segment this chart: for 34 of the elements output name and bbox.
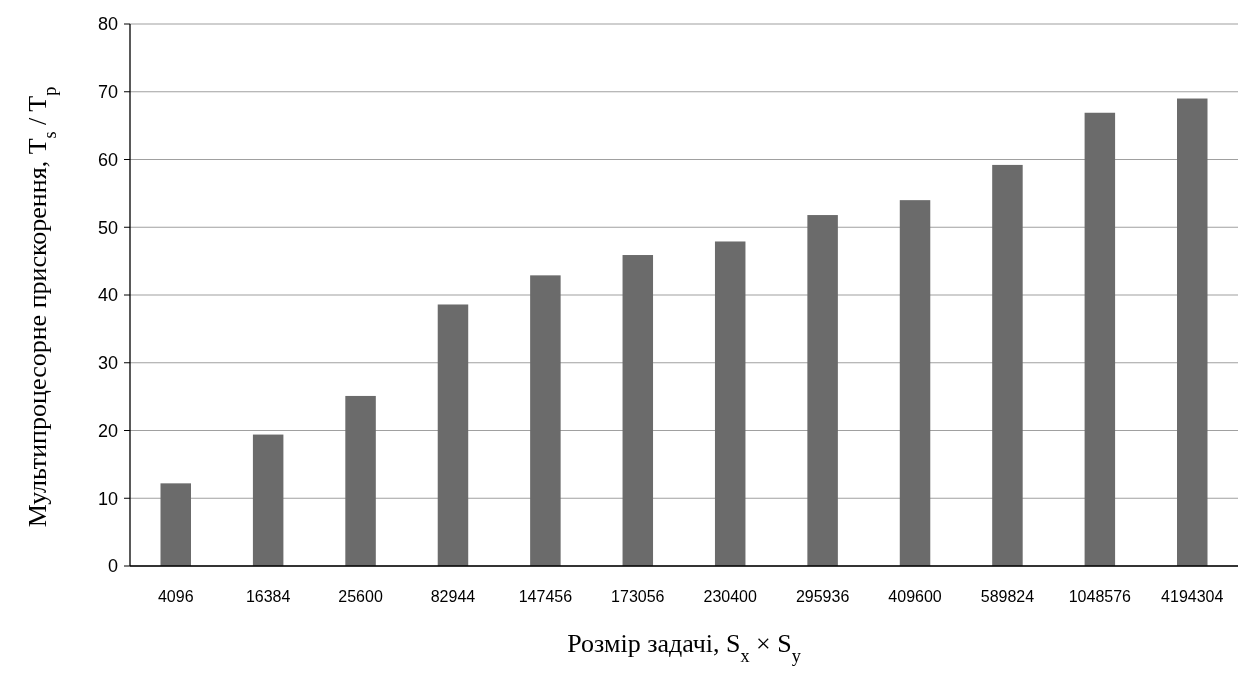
bar bbox=[437, 304, 469, 566]
bar bbox=[1177, 98, 1208, 566]
x-tick-label: 4194304 bbox=[1161, 588, 1224, 605]
x-tick-label: 25600 bbox=[338, 588, 383, 605]
bar bbox=[992, 164, 1023, 566]
x-tick-label: 147456 bbox=[518, 588, 573, 605]
x-tick-label: 230400 bbox=[703, 588, 757, 605]
bar bbox=[714, 241, 746, 566]
x-tick-label: 4096 bbox=[157, 588, 194, 605]
y-tick-label: 40 bbox=[97, 285, 118, 306]
bar bbox=[622, 255, 654, 566]
y-tick-label: 50 bbox=[97, 217, 118, 238]
bar bbox=[807, 215, 838, 566]
y-tick-label: 70 bbox=[97, 82, 118, 103]
x-tick-label: 173056 bbox=[611, 588, 665, 605]
x-axis-title: Розмір задачі, S$_{x}$ × S$_{y}$ bbox=[567, 629, 802, 666]
y-tick-label: 30 bbox=[97, 353, 118, 374]
x-tick-label: 16384 bbox=[245, 588, 291, 605]
x-tick-label: 82944 bbox=[430, 588, 476, 605]
x-tick-label: 295936 bbox=[795, 588, 850, 605]
x-tick-label: 1048576 bbox=[1068, 588, 1132, 605]
bar bbox=[530, 275, 561, 566]
bar bbox=[345, 395, 376, 566]
y-tick-label: 80 bbox=[97, 14, 118, 35]
x-tick-label: 589824 bbox=[980, 588, 1035, 605]
x-tick-label: 409600 bbox=[888, 588, 942, 605]
y-tick-label: 60 bbox=[97, 149, 118, 170]
bar bbox=[1084, 112, 1116, 566]
y-tick-label: 10 bbox=[97, 488, 118, 509]
bar bbox=[252, 434, 284, 566]
bar bbox=[160, 483, 191, 566]
y-tick-label: 20 bbox=[97, 420, 118, 441]
y-tick-label: 0 bbox=[107, 556, 118, 577]
bar bbox=[899, 200, 931, 566]
